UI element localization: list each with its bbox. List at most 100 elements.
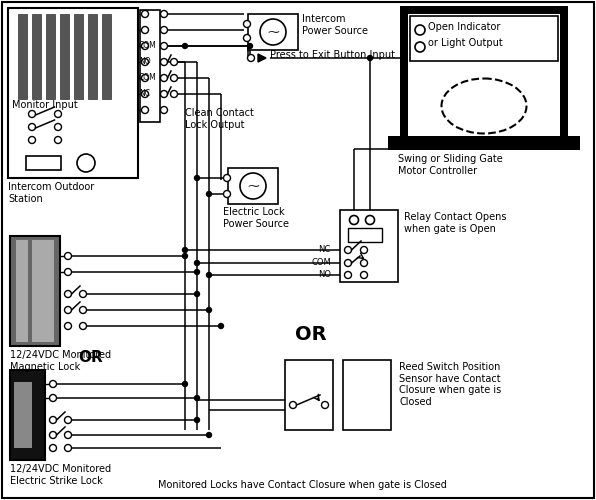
Circle shape [141,42,148,50]
Bar [46,14,55,99]
Circle shape [182,248,188,252]
Bar [400,6,408,144]
Circle shape [160,74,167,82]
Text: ~: ~ [246,178,260,194]
Circle shape [64,416,72,424]
Circle shape [160,106,167,114]
Text: 12/24VDC Monitored
Magnetic Lock: 12/24VDC Monitored Magnetic Lock [10,350,111,372]
Circle shape [141,26,148,34]
Circle shape [206,192,212,196]
Circle shape [219,324,224,328]
Circle shape [54,110,61,117]
Polygon shape [258,54,266,62]
Circle shape [194,270,200,274]
Circle shape [49,432,57,438]
Circle shape [54,124,61,130]
Circle shape [141,58,148,66]
Circle shape [141,90,148,98]
Circle shape [160,42,167,50]
Text: Electric Lock
Power Source: Electric Lock Power Source [223,207,289,229]
Circle shape [194,260,200,266]
Bar [140,10,160,122]
Text: COM: COM [312,258,332,267]
Circle shape [160,58,167,66]
Circle shape [344,246,352,254]
Bar [228,168,278,204]
Circle shape [29,136,36,143]
Circle shape [170,74,178,82]
Circle shape [182,382,188,386]
Bar [74,14,83,99]
Bar [343,360,391,430]
Circle shape [79,306,86,314]
Text: Relay Contact Opens
when gate is Open: Relay Contact Opens when gate is Open [404,212,507,234]
Bar [400,6,568,14]
Circle shape [160,10,167,18]
Circle shape [344,272,352,278]
Circle shape [141,106,148,114]
Bar [32,240,44,342]
Circle shape [160,90,167,98]
Circle shape [194,292,200,296]
Circle shape [368,56,372,60]
Text: or Light Output: or Light Output [428,38,503,48]
Circle shape [194,396,200,400]
Text: ~: ~ [266,24,280,40]
Text: Reed Switch Position
Sensor have Contact
Closure when gate is
Closed: Reed Switch Position Sensor have Contact… [399,362,501,407]
Circle shape [206,308,212,312]
Circle shape [160,26,167,34]
Circle shape [244,20,250,28]
Circle shape [49,380,57,388]
Circle shape [224,174,231,182]
Circle shape [224,190,231,198]
Ellipse shape [442,78,526,134]
Text: OR: OR [295,325,327,344]
Circle shape [170,90,178,98]
Circle shape [141,74,148,82]
Circle shape [64,322,72,330]
Bar [26,156,61,170]
Bar [388,136,580,150]
Text: Open Indicator: Open Indicator [428,22,501,32]
Circle shape [79,322,86,330]
Circle shape [247,54,254,62]
Bar [248,14,298,50]
Circle shape [77,154,95,172]
Text: Monitored Locks have Contact Closure when gate is Closed: Monitored Locks have Contact Closure whe… [158,480,447,490]
Bar [285,360,333,430]
Bar [44,240,54,342]
Circle shape [415,42,425,52]
Bar [60,14,69,99]
Circle shape [29,110,36,117]
Bar [10,370,45,460]
Bar [560,6,568,144]
Text: Clean Contact
Lock Output: Clean Contact Lock Output [185,108,254,130]
Circle shape [49,444,57,452]
Circle shape [64,268,72,276]
Circle shape [64,306,72,314]
Bar [16,240,28,342]
Bar [18,14,27,99]
Bar [10,236,60,346]
Circle shape [206,432,212,438]
Circle shape [182,44,188,49]
Circle shape [244,34,250,42]
Circle shape [64,444,72,452]
Circle shape [415,25,425,35]
Bar [14,382,32,448]
Circle shape [64,290,72,298]
Circle shape [182,254,188,258]
Circle shape [361,272,368,278]
Bar [32,14,41,99]
Bar [348,228,382,242]
Circle shape [260,19,286,45]
Bar [88,14,97,99]
Text: Intercom Outdoor
Station: Intercom Outdoor Station [8,182,94,204]
Circle shape [194,176,200,180]
Text: Monitor Input: Monitor Input [12,100,77,110]
Text: NO: NO [318,270,331,279]
Circle shape [247,44,253,49]
Bar [410,16,558,61]
Text: Swing or Sliding Gate
Motor Controller: Swing or Sliding Gate Motor Controller [398,154,503,176]
Text: COM: COM [139,72,157,82]
